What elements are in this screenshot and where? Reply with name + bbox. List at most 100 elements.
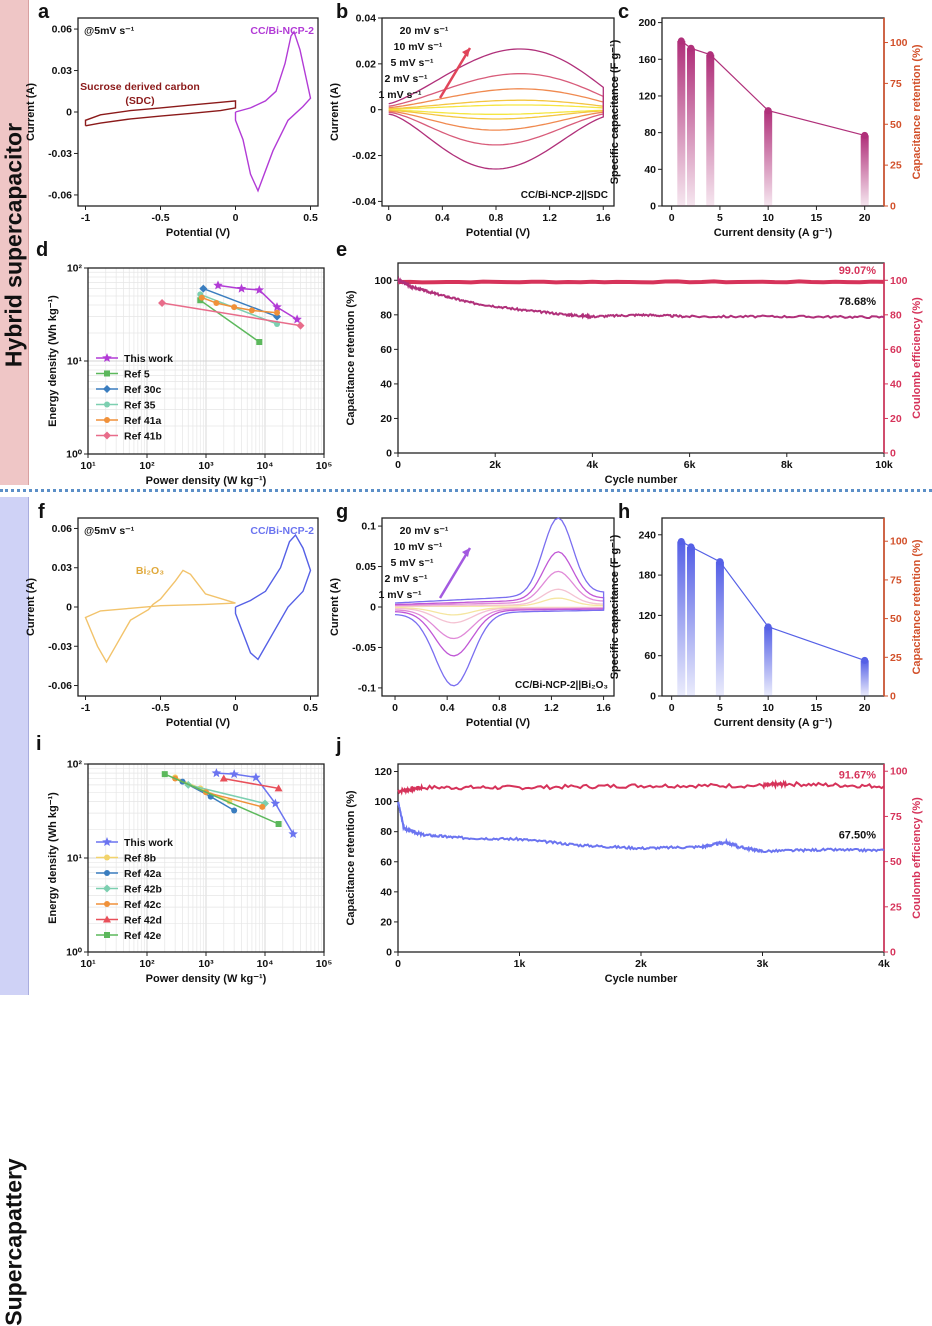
y-tick-label: -0.02 xyxy=(352,150,376,162)
y-axis-label: Capacitance retention (%) xyxy=(345,290,357,425)
bar xyxy=(686,546,695,696)
legend-label: Ref 8b xyxy=(124,853,156,865)
bar xyxy=(715,561,724,696)
x-tick-label: 4k xyxy=(587,459,599,471)
marker-star xyxy=(229,769,239,779)
marker-star xyxy=(272,302,282,312)
marker-square xyxy=(256,339,263,346)
y-tick-label: 0 xyxy=(650,691,656,703)
right-y-tick-label: 0 xyxy=(890,201,896,213)
data-point xyxy=(764,107,772,115)
supercapattery-section-band: Supercapattery xyxy=(0,497,29,1326)
marker-circle xyxy=(231,807,238,814)
plot-frame xyxy=(397,262,885,454)
trend-line xyxy=(681,540,865,661)
marker-circle xyxy=(259,803,266,810)
series-label: Sucrose derived carbon xyxy=(80,81,200,93)
y-axis-label: Energy density (Wh kg⁻¹) xyxy=(47,792,59,924)
x-axis-label: Potential (V) xyxy=(466,227,531,239)
marker-square xyxy=(275,820,282,827)
x-tick-label: 10³ xyxy=(198,958,214,970)
x-tick-label: -0.5 xyxy=(151,212,169,224)
marker-circle xyxy=(274,309,281,316)
y-tick-label: 0 xyxy=(370,602,376,614)
scan-rate-label: 5 mV s⁻¹ xyxy=(391,57,434,69)
bar xyxy=(860,135,869,206)
x-tick-label: 10⁵ xyxy=(316,958,333,970)
x-tick-label: 0.8 xyxy=(492,702,507,714)
right-y-tick-label: 0 xyxy=(890,947,896,959)
marker-circle xyxy=(231,304,238,311)
y-axis-label: Current (A) xyxy=(329,83,341,141)
y-tick-label: 180 xyxy=(638,570,656,582)
right-y-tick-label: 25 xyxy=(890,160,902,172)
y-axis-label: Specific capacitance (F g⁻¹) xyxy=(609,39,621,184)
marker-star xyxy=(288,829,298,838)
ragone-line-6 xyxy=(164,773,279,825)
x-tick-label: 6k xyxy=(684,459,696,471)
x-tick-label: -1 xyxy=(81,702,90,714)
y-tick-label: 80 xyxy=(644,127,656,139)
marker-triangle xyxy=(219,774,228,782)
retention-end-label: 78.68% xyxy=(839,296,877,308)
marker-star xyxy=(211,768,222,778)
marker-square xyxy=(104,370,110,377)
scan-rate-label: 2 mV s⁻¹ xyxy=(385,73,428,85)
y-tick-label: 40 xyxy=(380,886,392,898)
panel-b: b 0 0.4 0.8 1.2 1.6 0.04 0.02 0 -0.02 -0.04 Potenti… xyxy=(329,1,615,239)
bar xyxy=(764,626,773,696)
y-axis-label: Specific capacitance (F g⁻¹) xyxy=(609,534,621,679)
marker-circle xyxy=(104,854,110,861)
x-axis-label: Potential (V) xyxy=(166,227,231,239)
marker-star xyxy=(251,772,261,782)
legend-label: Ref 42e xyxy=(124,930,162,942)
y-tick-label: -0.03 xyxy=(48,148,72,160)
right-y-tick-label: 50 xyxy=(890,119,902,131)
y-tick-label: 200 xyxy=(638,17,656,29)
ragone-line-5 xyxy=(223,777,279,790)
marker-star xyxy=(254,285,264,294)
y-tick-label: 100 xyxy=(374,796,392,808)
y-tick-label: 120 xyxy=(638,90,656,102)
marker-circle xyxy=(104,901,110,907)
x-tick-label: 0 xyxy=(395,459,401,471)
plot-frame xyxy=(661,517,885,697)
x-tick-label: 0.8 xyxy=(489,212,504,224)
y-tick-label: 80 xyxy=(380,309,392,321)
data-point xyxy=(687,44,695,52)
y-axis-label: Current (A) xyxy=(25,578,37,636)
scan-rate-label: 2 mV s⁻¹ xyxy=(385,573,428,585)
data-point xyxy=(861,656,869,664)
panel-letter-b: b xyxy=(336,1,348,23)
x-tick-label: 10¹ xyxy=(80,460,96,472)
y-tick-label: 0.03 xyxy=(52,65,73,77)
marker-diamond xyxy=(103,385,111,393)
panel-letter-a: a xyxy=(38,1,50,23)
plot-frame xyxy=(77,517,319,697)
right-y-tick-label: 25 xyxy=(890,652,902,664)
cv-loop-4 xyxy=(388,48,604,170)
ragone-line-3 xyxy=(188,784,266,805)
panel-letter-i: i xyxy=(36,733,42,755)
x-tick-label: 15 xyxy=(811,702,823,714)
panel-letter-g: g xyxy=(336,501,348,523)
legend-label: Ref 5 xyxy=(124,369,150,381)
right-y-tick-label: 60 xyxy=(890,344,902,356)
right-y-axis-label: Coulomb efficiency (%) xyxy=(911,797,923,919)
x-tick-label: 0.4 xyxy=(440,702,455,714)
coulomb-efficiency-line xyxy=(397,778,885,796)
y-tick-label: 40 xyxy=(644,164,656,176)
panel-h: h 0 5 10 15 20 0 60 120 180 240 Current density (A … xyxy=(609,501,923,729)
x-tick-label: -1 xyxy=(81,212,90,224)
series-line-1 xyxy=(234,30,312,193)
ragone-line-1 xyxy=(199,299,260,343)
y-tick-label: 240 xyxy=(638,529,656,541)
marker-star xyxy=(236,283,247,293)
x-tick-label: 20 xyxy=(859,212,871,224)
data-point xyxy=(861,131,869,139)
series-line-0 xyxy=(84,569,236,664)
y-tick-label: 40 xyxy=(380,378,392,390)
marker-star xyxy=(270,798,281,808)
